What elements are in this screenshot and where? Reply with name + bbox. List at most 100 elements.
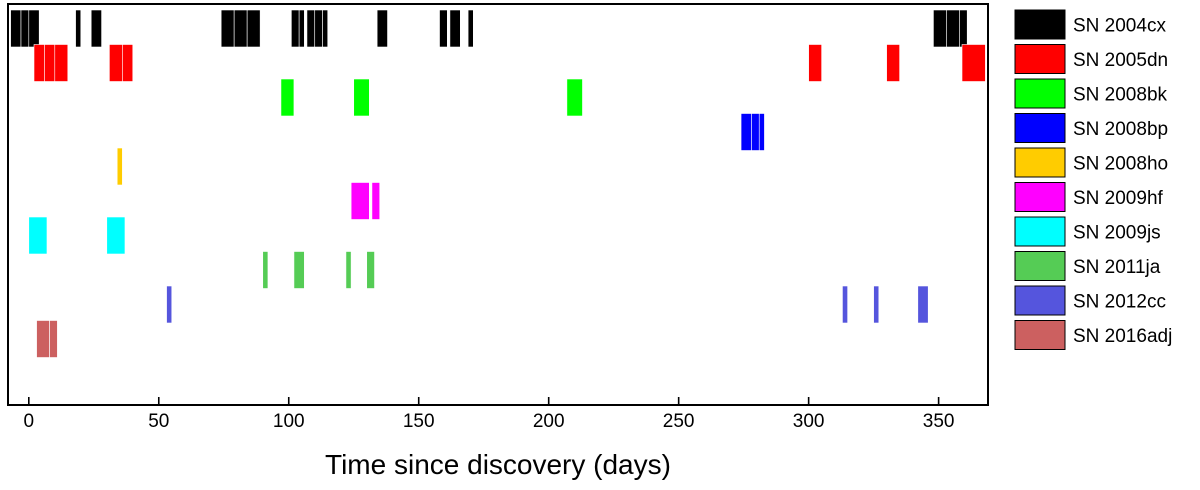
legend-swatch — [1014, 285, 1066, 316]
legend-item-sn-2012cc: SN 2012cc — [1014, 285, 1166, 316]
bar-sn-2004cx — [90, 9, 102, 48]
bar-sn-2004cx — [449, 9, 461, 48]
x-tick-label: 250 — [663, 411, 695, 432]
bar-sn-2016adj — [36, 320, 50, 358]
series-sn-2004cx — [10, 9, 968, 48]
bar-sn-2005dn — [122, 44, 134, 82]
bar-sn-2005dn — [961, 44, 986, 82]
bar-sn-2004cx — [314, 9, 323, 48]
legend-label: SN 2011ja — [1073, 257, 1161, 278]
legend-label: SN 2008ho — [1073, 154, 1168, 175]
bar-sn-2008bp — [758, 113, 765, 151]
series-sn-2008bk — [280, 78, 583, 117]
series-sn-2011ja — [262, 251, 375, 289]
bar-sn-2004cx — [467, 9, 474, 48]
bar-sn-2008bk — [280, 78, 295, 117]
bar-sn-2009js — [106, 216, 126, 255]
legend-swatch — [1014, 113, 1066, 143]
legend-swatch — [1014, 182, 1066, 212]
bar-sn-2004cx — [75, 9, 82, 48]
bar-sn-2008bk — [353, 78, 370, 117]
legend-label: SN 2012cc — [1073, 292, 1166, 313]
legend-swatch — [1014, 320, 1066, 350]
bar-sn-2004cx — [376, 9, 388, 48]
bar-sn-2011ja — [366, 251, 375, 289]
legend-item-sn-2005dn: SN 2005dn — [1014, 44, 1168, 74]
legend-label: SN 2009js — [1073, 223, 1161, 244]
legend-label: SN 2005dn — [1073, 50, 1168, 71]
series-sn-2008bp — [740, 113, 765, 151]
bar-sn-2004cx — [946, 9, 960, 48]
bar-sn-2012cc — [873, 285, 880, 324]
legend: SN 2004cx SN 2005dn SN 2008bk SN 2008bp SN 2… — [1014, 9, 1172, 350]
legend-item-sn-2008bk: SN 2008bk — [1014, 78, 1168, 109]
plot-frame — [7, 3, 989, 406]
legend-label: SN 2004cx — [1073, 16, 1166, 37]
bar-sn-2004cx — [306, 9, 316, 48]
legend-item-sn-2008ho: SN 2008ho — [1014, 147, 1168, 178]
x-axis-label: Time since discovery (days) — [325, 449, 671, 480]
legend-swatch — [1014, 147, 1066, 178]
series-sn-2012cc — [166, 285, 929, 324]
bar-sn-2012cc — [917, 285, 929, 324]
bar-sn-2008bp — [740, 113, 752, 151]
bar-sn-2004cx — [10, 9, 22, 48]
x-tick-label: 0 — [24, 411, 35, 432]
bar-sn-2004cx — [439, 9, 448, 48]
bar-sn-2009hf — [350, 182, 370, 220]
x-tick-label: 350 — [923, 411, 955, 432]
bar-sn-2004cx — [246, 9, 261, 48]
bar-sn-2005dn — [44, 44, 56, 82]
x-tick-label: 200 — [533, 411, 565, 432]
bar-sn-2012cc — [166, 285, 173, 324]
x-tick-label: 300 — [793, 411, 825, 432]
series-sn-2016adj — [36, 320, 58, 358]
bar-sn-2008ho — [116, 147, 123, 186]
bar-sn-2008bp — [751, 113, 760, 151]
legend-swatch — [1014, 78, 1066, 109]
legend-item-sn-2008bp: SN 2008bp — [1014, 113, 1168, 143]
bar-sn-2005dn — [54, 44, 69, 82]
bars-layer — [10, 9, 986, 358]
bar-sn-2016adj — [49, 320, 58, 358]
legend-label: SN 2009hf — [1073, 188, 1164, 209]
bar-sn-2004cx — [28, 9, 40, 48]
legend-item-sn-2004cx: SN 2004cx — [1014, 9, 1166, 40]
bar-sn-2005dn — [33, 44, 45, 82]
series-sn-2009hf — [350, 182, 381, 220]
bar-sn-2005dn — [886, 44, 900, 82]
x-tick-label: 50 — [148, 411, 169, 432]
x-tick-label: 150 — [403, 411, 435, 432]
legend-swatch — [1014, 251, 1066, 281]
bar-sn-2011ja — [262, 251, 269, 289]
bar-sn-2009js — [28, 216, 48, 255]
bar-sn-2004cx — [291, 9, 300, 48]
legend-label: SN 2008bp — [1073, 119, 1168, 140]
bar-sn-2004cx — [220, 9, 235, 48]
bar-sn-2004cx — [959, 9, 968, 48]
series-sn-2009js — [28, 216, 126, 255]
series-sn-2008ho — [116, 147, 123, 186]
bar-sn-2012cc — [842, 285, 848, 324]
legend-label: SN 2016adj — [1073, 326, 1172, 347]
legend-item-sn-2011ja: SN 2011ja — [1014, 251, 1161, 281]
bar-sn-2004cx — [20, 9, 30, 48]
legend-label: SN 2008bk — [1073, 85, 1168, 106]
bar-sn-2005dn — [808, 44, 822, 82]
bar-sn-2011ja — [345, 251, 352, 289]
bar-sn-2005dn — [109, 44, 123, 82]
bar-sn-2011ja — [293, 251, 305, 289]
legend-swatch — [1014, 9, 1066, 40]
legend-swatch — [1014, 44, 1066, 74]
bar-sn-2004cx — [933, 9, 947, 48]
bar-sn-2009hf — [371, 182, 381, 220]
series-sn-2005dn — [33, 44, 986, 82]
legend-item-sn-2016adj: SN 2016adj — [1014, 320, 1172, 350]
bar-sn-2004cx — [298, 9, 305, 48]
bar-sn-2004cx — [233, 9, 248, 48]
x-axis: 0 50 100 150 200 250 300 350 — [24, 397, 955, 432]
bar-sn-2004cx — [322, 9, 329, 48]
bar-sn-2008bk — [566, 78, 583, 117]
